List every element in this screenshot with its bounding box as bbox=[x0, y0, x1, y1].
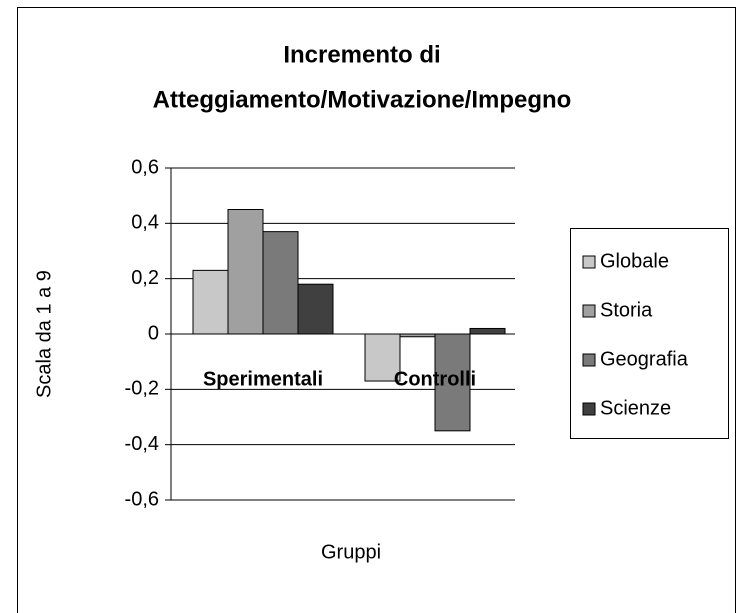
legend-label: Geografia bbox=[600, 348, 689, 370]
bar bbox=[262, 231, 299, 335]
legend-swatch bbox=[582, 353, 596, 367]
bar bbox=[364, 333, 401, 382]
bar bbox=[434, 333, 471, 432]
bar bbox=[297, 283, 334, 335]
legend-label: Globale bbox=[600, 250, 669, 272]
x-tick-label: Controlli bbox=[394, 368, 476, 390]
bar bbox=[469, 327, 506, 335]
legend-box bbox=[570, 228, 729, 439]
legend-swatch bbox=[582, 402, 596, 416]
legend-label: Storia bbox=[600, 299, 653, 321]
y-tick-label: -0,4 bbox=[125, 433, 159, 455]
chart-title: Atteggiamento/Motivazione/Impegno bbox=[153, 86, 572, 113]
y-tick-label: 0,4 bbox=[131, 212, 159, 234]
bar bbox=[192, 269, 229, 335]
x-axis-title: Gruppi bbox=[321, 541, 381, 563]
legend-label: Scienze bbox=[600, 397, 671, 419]
y-tick-label: -0,6 bbox=[125, 488, 159, 510]
legend-swatch bbox=[582, 255, 596, 269]
y-tick-label: 0,2 bbox=[131, 267, 159, 289]
y-tick-label: 0 bbox=[148, 322, 159, 344]
y-axis-title: Scala da 1 a 9 bbox=[33, 270, 55, 398]
y-tick-label: -0,2 bbox=[125, 378, 159, 400]
y-tick-label: 0,6 bbox=[131, 156, 159, 178]
x-tick-label: Sperimentali bbox=[203, 368, 323, 390]
chart-title: Incremento di bbox=[283, 41, 440, 68]
bar bbox=[227, 209, 264, 335]
legend-swatch bbox=[582, 304, 596, 318]
